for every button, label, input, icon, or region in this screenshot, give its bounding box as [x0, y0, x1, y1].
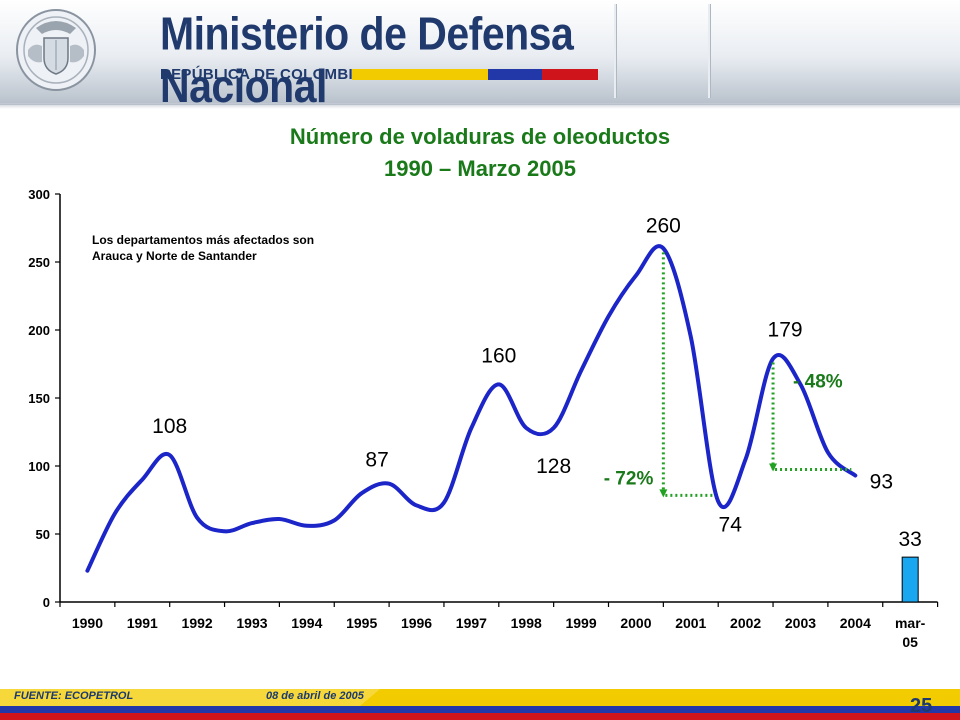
x-tick-label: 2003: [785, 615, 816, 631]
coat-of-arms-icon: [16, 9, 96, 91]
drop-label-2001: - 72%: [604, 468, 654, 489]
x-tick-label: 1998: [511, 615, 542, 631]
data-label: 108: [152, 415, 187, 438]
chart-title-line2: 1990 – Marzo 2005: [383, 156, 577, 181]
header-divider: [614, 4, 617, 98]
annotation-note: Los departamentos más afectados son: [92, 233, 314, 247]
data-label: 179: [768, 319, 803, 342]
data-label: 260: [646, 214, 681, 237]
flag-stripe-blue: [488, 69, 542, 80]
data-label: 93: [870, 471, 893, 494]
data-label: 33: [898, 528, 921, 551]
header-shadow: [0, 103, 960, 109]
drop-arrow-icon: [769, 463, 778, 472]
y-tick-label: 150: [28, 391, 50, 406]
flag-stripe-yellow: [352, 69, 488, 80]
data-label: 74: [719, 513, 743, 536]
x-tick-label: 1990: [72, 615, 103, 631]
footer-source: FUENTE: ECOPETROL: [14, 690, 134, 702]
x-tick-label: 1995: [346, 615, 377, 631]
y-tick-label: 100: [28, 459, 50, 474]
x-tick-label: 1992: [182, 615, 213, 631]
x-tick-label: 2002: [730, 615, 761, 631]
data-label: 160: [481, 344, 516, 367]
flag-stripe-red: [542, 69, 598, 80]
footer-flag-bar: [0, 689, 960, 720]
drop-arrow-icon: [659, 489, 668, 498]
y-tick-label: 250: [28, 255, 50, 270]
x-tick-label: 1991: [127, 615, 158, 631]
y-tick-label: 300: [28, 187, 50, 202]
footer-date: 08 de abril de 2005: [266, 690, 364, 702]
y-tick-label: 50: [36, 527, 50, 542]
brand-subtitle: REPÚBLICA DE COLOMBIA: [160, 66, 365, 83]
x-tick-label: 1994: [291, 615, 322, 631]
x-tick-label: 05: [902, 634, 918, 650]
x-tick-label: 2004: [840, 615, 871, 631]
x-tick-label: 1999: [565, 615, 596, 631]
x-tick-label: mar-: [895, 615, 926, 631]
annotation-note: Arauca y Norte de Santander: [92, 249, 257, 263]
header-divider: [708, 4, 711, 98]
x-tick-label: 2000: [620, 615, 651, 631]
data-label: 128: [536, 455, 571, 478]
chart-title-line1: Número de voladuras de oleoductos: [289, 124, 671, 149]
y-tick-label: 200: [28, 323, 50, 338]
series-line: [85, 244, 858, 573]
x-tick-label: 1996: [401, 615, 432, 631]
y-tick-label: 0: [43, 595, 50, 610]
bar-mar-05: [901, 556, 919, 603]
data-label: 87: [365, 449, 388, 472]
x-tick-label: 2001: [675, 615, 706, 631]
drop-label-2003: - 48%: [793, 372, 843, 393]
brand-title: Ministerio de Defensa Nacional: [160, 8, 574, 113]
x-tick-label: 1993: [236, 615, 267, 631]
x-tick-label: 1997: [456, 615, 487, 631]
page-number: 25: [910, 695, 933, 717]
